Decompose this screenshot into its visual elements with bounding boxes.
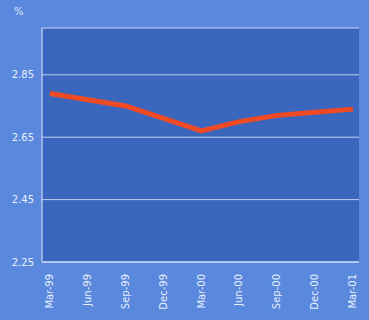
svg-text:Sep-99: Sep-99 [120, 274, 131, 309]
svg-text:Sep-00: Sep-00 [271, 274, 282, 309]
svg-text:2.45: 2.45 [12, 194, 34, 205]
svg-text:Mar-01: Mar-01 [347, 274, 358, 309]
svg-text:2.65: 2.65 [12, 132, 34, 143]
svg-text:2.85: 2.85 [12, 69, 34, 80]
svg-text:2.25: 2.25 [12, 257, 34, 268]
svg-text:Jun-99: Jun-99 [82, 274, 93, 307]
svg-text:Jun-00: Jun-00 [233, 274, 244, 307]
svg-text:Dec-00: Dec-00 [309, 274, 320, 310]
svg-text:Mar-99: Mar-99 [44, 274, 55, 309]
svg-text:Mar-00: Mar-00 [196, 274, 207, 309]
svg-text:Dec-99: Dec-99 [158, 274, 169, 310]
